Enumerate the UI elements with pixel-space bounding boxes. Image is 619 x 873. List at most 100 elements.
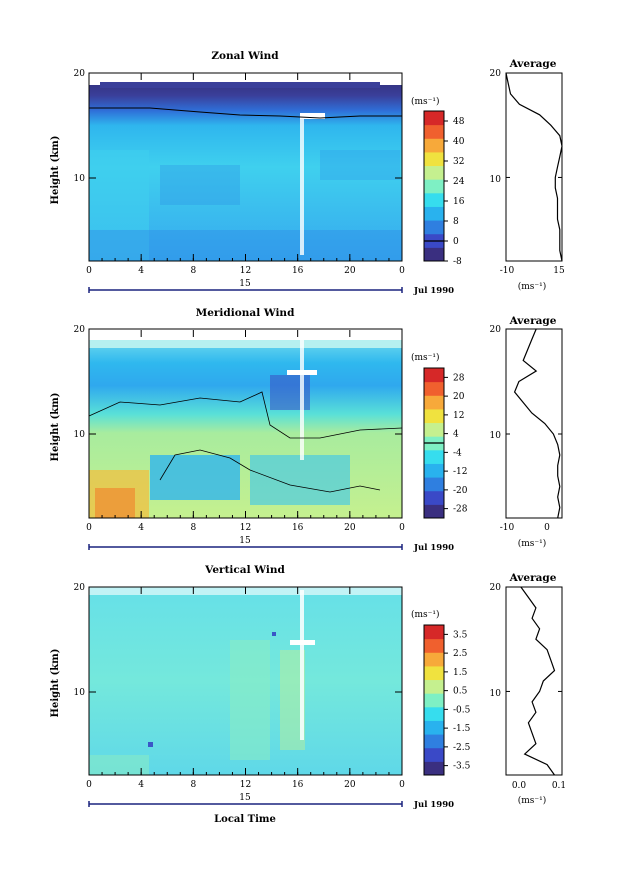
avg-ytick-label: 20: [490, 69, 502, 79]
colorbar-label: -3.5: [453, 762, 471, 772]
xtick-label: 16: [292, 266, 304, 276]
xtick-label: 0: [86, 266, 92, 276]
average-frame: [505, 72, 563, 262]
xtick-label: 4: [138, 266, 144, 276]
colorbar: 28 20 12 4 -4 -12 -20 -28: [423, 367, 468, 519]
colorbar-label: 3.5: [453, 630, 468, 640]
xtick-label: 12: [240, 780, 251, 790]
colorbar-label: 0: [453, 237, 459, 247]
colorbar-segment: [424, 665, 444, 681]
colorbar-segment: [424, 138, 444, 153]
avg-unit: (ms⁻¹): [518, 795, 547, 806]
heatmap-field: [89, 587, 402, 775]
colorbar-label: 4: [453, 430, 459, 440]
colorbar-segment: [424, 652, 444, 667]
colorbar-label: 2.5: [453, 649, 468, 659]
colorbar-label: 20: [453, 392, 465, 402]
average-profile: [505, 586, 563, 776]
colorbar: 48 40 32 24 16 8 0 -8: [423, 110, 465, 267]
heatmap-field: [89, 73, 402, 261]
avg-xtick-label: 0.1: [552, 781, 566, 791]
average-profile-line: [513, 328, 561, 519]
day-axis: [88, 801, 403, 807]
xtick-label: 16: [292, 780, 304, 790]
ytick-marks: [89, 72, 402, 179]
avg-xtick-label: 0: [544, 523, 550, 533]
colorbar-segment: [424, 463, 444, 478]
colorbar-segment: [424, 449, 444, 464]
average-profile-line: [520, 586, 556, 776]
ytick-label: 20: [74, 325, 86, 335]
colorbar-segment: [424, 111, 444, 126]
colorbar-segment: [424, 368, 444, 383]
y-axis-label: Height (km): [50, 393, 61, 462]
colorbar-label: -8: [453, 257, 462, 267]
date-label: Jul 1990: [413, 543, 454, 553]
day-label: 15: [239, 793, 251, 803]
colorbar-segment: [424, 381, 444, 396]
date-label: Jul 1990: [413, 286, 454, 296]
avg-ytick-label: 10: [490, 689, 502, 699]
colorbar-label: 12: [453, 411, 464, 421]
average-frame: [505, 586, 563, 776]
ytick-label: 20: [74, 69, 86, 79]
avg-ytick-label: 10: [490, 431, 502, 441]
ytick-marks: [89, 328, 402, 435]
avg-unit: (ms⁻¹): [518, 538, 547, 549]
colorbar-segment: [424, 422, 444, 437]
colorbar-label: 0.5: [453, 687, 468, 697]
colorbar-segment: [424, 706, 444, 721]
day-label: 15: [239, 536, 251, 546]
colorbar-segment: [424, 638, 444, 653]
colorbar-label: 48: [453, 117, 465, 127]
xtick-label: 0: [399, 523, 405, 533]
y-axis-label: Height (km): [50, 136, 61, 205]
average-title: Average: [509, 58, 557, 70]
ytick-marks: [89, 586, 402, 693]
panel-zonal: Zonal Wind 10 20 Height (km) 0 4 8 12 16 20 0 …: [50, 50, 565, 296]
colorbar-label: -12: [453, 467, 468, 477]
day-axis: [88, 544, 403, 550]
xtick-label: 8: [190, 523, 196, 533]
ytick-label: 10: [74, 688, 86, 698]
avg-unit: (ms⁻¹): [518, 281, 547, 292]
colorbar-label: -28: [453, 505, 468, 515]
panel-meridional: Meridional Wind 10 20 Height (km) 0 4 8 12 1…: [50, 307, 563, 553]
xtick-label: 12: [240, 523, 251, 533]
average-title: Average: [509, 315, 557, 327]
colorbar-label: 24: [453, 177, 465, 187]
colorbar-label: 8: [453, 217, 459, 227]
average-profile-line: [505, 72, 563, 262]
colorbar-segment: [424, 247, 444, 262]
xtick-label: 16: [292, 523, 304, 533]
colorbar-label: -20: [453, 486, 468, 496]
colorbar-unit: (ms⁻¹): [411, 352, 440, 363]
colorbar-segment: [424, 151, 444, 167]
xtick-label: 0: [86, 780, 92, 790]
ytick-label: 20: [74, 583, 86, 593]
x-axis-label: Local Time: [214, 814, 276, 825]
average-profile: [505, 72, 563, 262]
xtick-label: 12: [240, 266, 251, 276]
colorbar-segment: [424, 220, 444, 235]
date-label: Jul 1990: [413, 800, 454, 810]
colorbar-segment: [424, 408, 444, 424]
avg-xtick-label: -10: [500, 523, 515, 533]
colorbar-segment: [424, 395, 444, 410]
chart-title: Vertical Wind: [204, 564, 285, 576]
day-label: 15: [239, 279, 251, 289]
xtick-label: 20: [344, 523, 356, 533]
colorbar-segment: [424, 179, 444, 194]
colorbar-segment: [424, 693, 444, 708]
average-frame: [505, 328, 563, 519]
colorbar-label: -1.5: [453, 724, 471, 734]
colorbar-label: 32: [453, 157, 464, 167]
xtick-label: 20: [344, 266, 356, 276]
xtick-label: 4: [138, 780, 144, 790]
colorbar-label: 40: [453, 137, 465, 147]
avg-ytick-label: 20: [490, 583, 502, 593]
xtick-label: 0: [86, 523, 92, 533]
colorbar-segment: [424, 720, 444, 735]
avg-ytick-label: 10: [490, 175, 502, 185]
colorbar-segment: [424, 761, 444, 776]
